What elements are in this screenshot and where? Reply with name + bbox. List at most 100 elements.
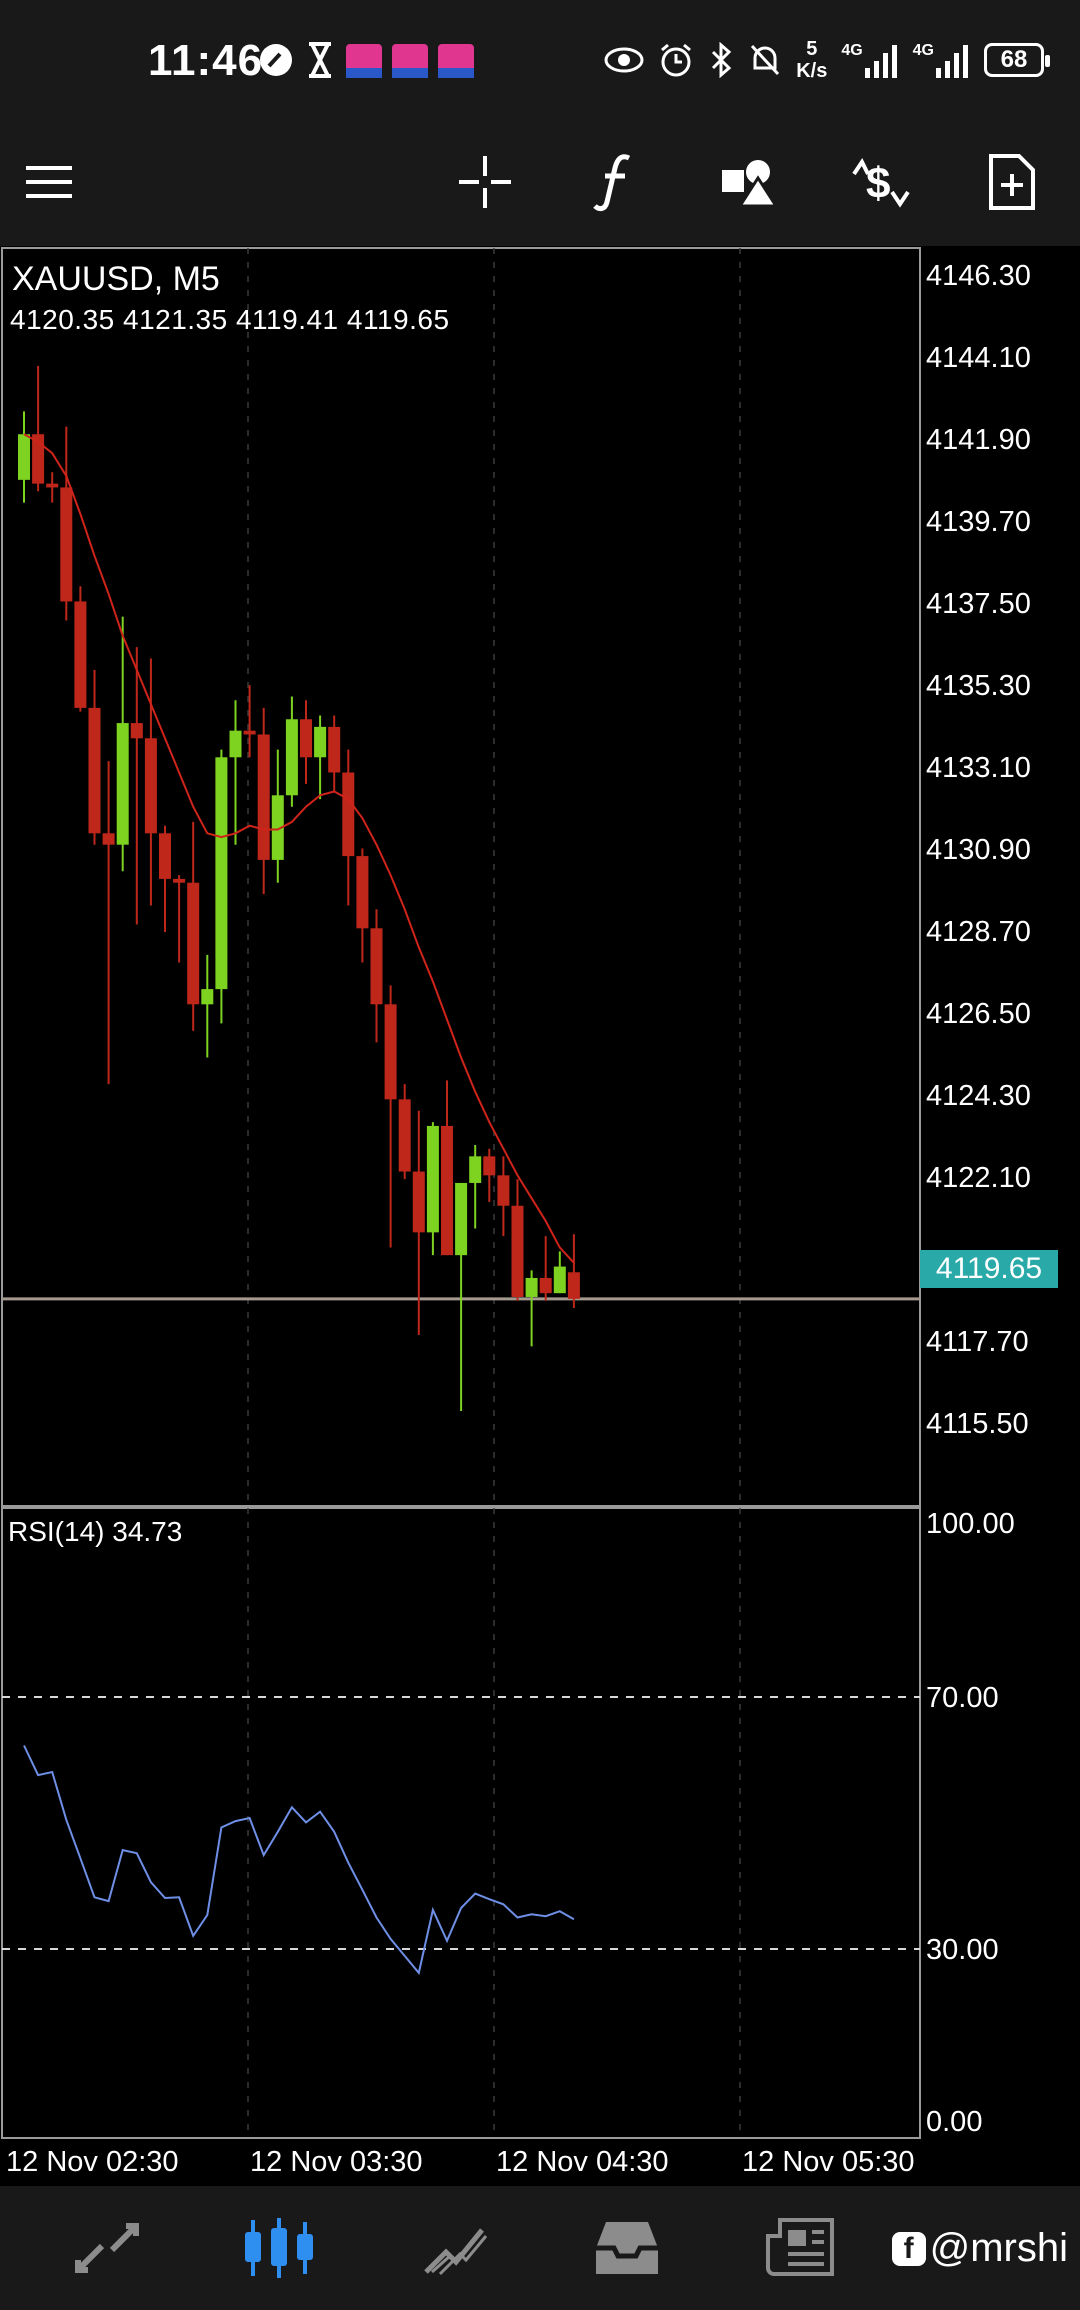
mute-bell-icon: [751, 44, 780, 76]
candle: [398, 1099, 411, 1172]
price-tick: 4126.50: [926, 998, 1031, 1030]
eye-icon: [604, 47, 644, 73]
time-tick: 12 Nov 04:30: [496, 2146, 669, 2178]
rsi-label: RSI(14) 34.73: [8, 1516, 183, 1547]
crosshair-button[interactable]: [445, 142, 525, 222]
facebook-icon: f: [891, 2231, 926, 2266]
candle: [243, 730, 256, 735]
time-tick: 12 Nov 03:30: [250, 2146, 423, 2178]
price-tick: 4122.10: [926, 1162, 1031, 1194]
chart-icon: [245, 2218, 313, 2278]
nav-history[interactable]: [582, 2210, 672, 2286]
candle: [74, 601, 87, 708]
quotes-icon: [75, 2223, 139, 2273]
signal-bars-icon: [864, 45, 897, 78]
candle: [314, 726, 327, 758]
signal-1-type: 4G: [841, 42, 863, 59]
price-tick: 4146.30: [926, 260, 1031, 292]
price-tick: 4117.70: [926, 1326, 1029, 1358]
price-tick: 4144.10: [926, 342, 1031, 374]
candle: [46, 483, 59, 488]
signal-2-type: 4G: [912, 42, 934, 59]
candle: [173, 878, 186, 883]
candle: [525, 1277, 538, 1297]
status-bar: 11:46 5 K/s 4G 4G 68: [0, 0, 1080, 120]
candle: [384, 1004, 397, 1100]
nav-quotes[interactable]: [62, 2210, 152, 2286]
svg-text:$: $: [866, 159, 890, 208]
candle: [412, 1171, 425, 1233]
candle: [356, 856, 369, 929]
chart-toolbar: $: [0, 120, 1080, 246]
candle: [300, 719, 312, 758]
rsi-tick: 30.00: [926, 1934, 999, 1966]
objects-icon: [722, 160, 778, 208]
candle: [187, 882, 200, 1005]
chart-area[interactable]: XAUUSD, M5 4120.35 4121.35 4119.41 4119.…: [0, 246, 1080, 2186]
menu-button[interactable]: [10, 142, 90, 222]
candle: [370, 928, 383, 1005]
price-tick: 4128.70: [926, 916, 1031, 948]
trade-icon: [424, 2228, 488, 2276]
indicators-button[interactable]: [576, 142, 656, 222]
rsi-tick: 100.00: [926, 1508, 1015, 1540]
candle: [441, 1125, 453, 1256]
candle: [88, 707, 101, 834]
menu-icon: [26, 166, 72, 198]
news-icon: [766, 2218, 834, 2276]
nav-trade[interactable]: [410, 2210, 500, 2286]
candle: [201, 989, 214, 1005]
function-icon: [593, 154, 631, 212]
moving-average-line: [23, 433, 575, 1264]
main-chart-frame: [1, 247, 921, 1507]
candle: [285, 719, 298, 796]
candle: [328, 726, 341, 773]
price-tick: 4115.50: [926, 1408, 1029, 1440]
bluetooth-icon: [712, 42, 732, 78]
watermark: f @mrshi: [891, 2226, 1068, 2271]
rsi-line: [23, 1745, 575, 1976]
hourglass-icon: [309, 42, 331, 78]
current-price-tag: 4119.65: [920, 1250, 1058, 1288]
rsi-tick: 70.00: [926, 1682, 999, 1714]
alarm-icon: [661, 43, 692, 77]
trade-button[interactable]: $: [840, 142, 920, 222]
price-tick: 4135.30: [926, 670, 1031, 702]
speedometer-icon: [260, 44, 292, 76]
price-tick: 4130.90: [926, 834, 1031, 866]
candle: [567, 1272, 580, 1299]
candle: [159, 833, 171, 879]
status-icons: 5 K/s 4G 4G 68: [604, 38, 1050, 82]
time-tick: 12 Nov 02:30: [6, 2146, 179, 2178]
candle: [144, 738, 157, 834]
new-order-icon: [989, 154, 1035, 210]
candle: [60, 487, 73, 602]
new-order-button[interactable]: [972, 142, 1052, 222]
net-speed-unit: K/s: [796, 60, 828, 82]
candle: [342, 772, 355, 857]
candle: [553, 1266, 566, 1294]
symbol-title: XAUUSD, M5: [12, 260, 220, 298]
candle: [130, 723, 143, 739]
chart-canvas[interactable]: [0, 246, 1080, 2186]
battery-icon: 68: [984, 43, 1050, 77]
rsi-tick: 0.00: [926, 2106, 983, 2138]
nav-news[interactable]: [756, 2210, 846, 2286]
bottom-navigation: f @mrshi: [0, 2186, 1080, 2310]
price-tick: 4139.70: [926, 506, 1031, 538]
status-time: 11:46: [148, 36, 264, 85]
candle: [215, 757, 228, 990]
candle: [426, 1125, 439, 1233]
candle: [229, 730, 242, 758]
app-notification-icons: [346, 44, 474, 78]
watermark-text: @mrshi: [929, 2226, 1068, 2270]
candle: [116, 723, 129, 845]
candle: [455, 1182, 468, 1256]
net-speed: 5 K/s: [796, 38, 827, 82]
signal-1: 4G: [841, 42, 898, 78]
candle: [32, 434, 45, 484]
nav-chart[interactable]: [234, 2210, 324, 2286]
objects-button[interactable]: [708, 142, 788, 222]
candle: [539, 1277, 552, 1294]
battery-level: 68: [1000, 46, 1028, 73]
